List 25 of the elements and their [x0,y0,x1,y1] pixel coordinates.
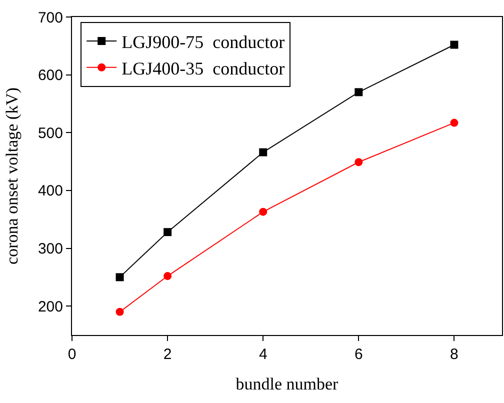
point [354,158,363,166]
legend-label: LGJ400-35 conductor [122,58,285,78]
legend-label: LGJ900-75 conductor [122,32,285,52]
x-tick-label: 8 [450,346,458,363]
point [116,273,124,282]
point [164,272,172,280]
point [259,148,268,156]
x-tick-label: 2 [163,346,172,363]
point [116,308,124,316]
y-tick-label: 500 [38,124,63,142]
point [259,208,268,216]
x-tick-label: 4 [258,346,268,363]
y-tick-label: 700 [38,9,63,26]
y-tick-label: 600 [38,67,63,84]
y-tick-label: 300 [38,240,63,258]
point [450,40,458,49]
y-tick-label: 200 [38,298,63,316]
point [450,118,458,127]
x-axis-title: bundle number [236,374,339,394]
y-axis-title: corona onset voltage (kV) [2,87,22,265]
x-tick-label: 0 [68,346,76,363]
y-tick-label: 400 [38,182,63,200]
x-tick-label: 6 [354,346,363,363]
point [164,228,172,236]
point [354,88,363,96]
